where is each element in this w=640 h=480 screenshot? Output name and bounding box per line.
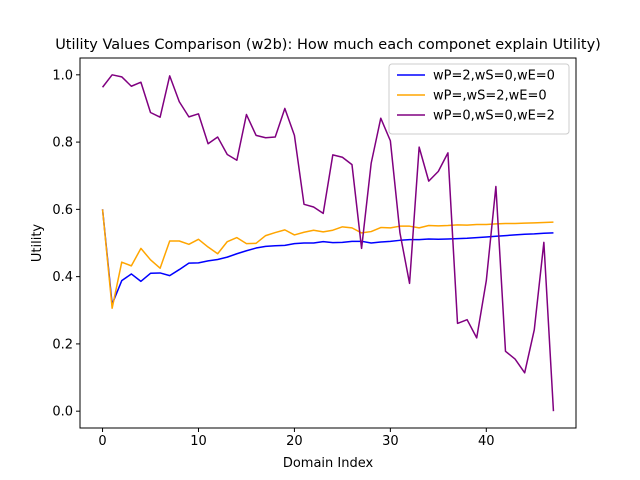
legend-label: wP=0,wS=0,wE=2 (433, 109, 555, 124)
y-tick-label: 0.8 (52, 136, 73, 151)
x-tick-label: 0 (98, 434, 106, 449)
y-tick-label: 0.6 (52, 203, 73, 218)
legend-label: wP=2,wS=0,wE=0 (433, 69, 555, 84)
series-line-2 (101, 209, 554, 309)
legend: wP=2,wS=0,wE=0 wP=,wS=2,wE=0 wP=0,wS=0,wE=… (388, 63, 570, 135)
x-tick-label: 10 (190, 434, 207, 449)
x-axis-label: Domain Index (283, 456, 374, 471)
legend-label: wP=,wS=2,wE=0 (433, 89, 547, 104)
y-axis-label: Utility (30, 224, 45, 263)
y-tick-label: 0.0 (52, 405, 73, 420)
x-tick-label: 20 (286, 434, 303, 449)
chart-title: Utility Values Comparison (w2b): How muc… (55, 37, 601, 53)
y-tick-label: 0.2 (52, 337, 73, 352)
series-line-3 (101, 74, 555, 412)
y-tick-label: 0.4 (52, 270, 73, 285)
x-tick-label: 30 (382, 434, 399, 449)
x-tick-label: 40 (478, 434, 495, 449)
plot-area (101, 74, 555, 412)
plot-frame (79, 57, 577, 429)
legend-box (388, 63, 570, 135)
y-axis-ticks: 0.0 0.2 0.4 0.6 0.8 1.0 (52, 68, 80, 420)
x-axis-ticks: 0 10 20 30 40 (98, 428, 495, 449)
y-tick-label: 1.0 (52, 68, 73, 83)
series-line-1 (101, 209, 554, 305)
